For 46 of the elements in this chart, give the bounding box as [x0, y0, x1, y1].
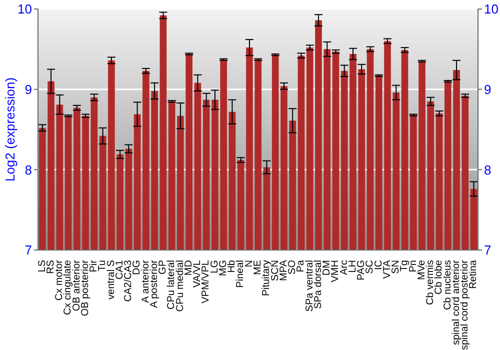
- x-tick-label: SC: [364, 260, 376, 274]
- x-tick-label: LH: [347, 260, 358, 273]
- y-tick-label: 10: [18, 2, 32, 17]
- x-tick-label: MG: [218, 260, 229, 276]
- y2-tick-label: 9: [484, 82, 492, 97]
- x-tick-label: Retina: [468, 260, 480, 289]
- y-tick-label: 9: [24, 82, 32, 97]
- x-tick-label: MVe: [416, 260, 428, 280]
- y-axis-title: Log2 (expression): [2, 77, 18, 182]
- x-tick-label: MPA: [278, 260, 290, 281]
- x-tick-label: Pituitary: [261, 260, 272, 296]
- y2-tick-label: 10: [484, 2, 498, 17]
- x-tick-label: SCN: [270, 260, 281, 282]
- x-tick-label: SPa dorsal: [312, 260, 324, 309]
- x-tick-label: Cx cingulate: [62, 260, 74, 316]
- x-tick-label: N: [244, 260, 255, 268]
- x-tick-label: Arc: [338, 260, 350, 275]
- x-tick-label: VMH: [330, 260, 342, 282]
- x-tick-label: RS: [45, 260, 56, 274]
- x-tick-label: CA1: [114, 260, 126, 280]
- x-tick-label: Cb lobe: [434, 260, 445, 294]
- x-tick-label: OB anterior: [71, 259, 82, 312]
- x-tick-label: Tg: [399, 260, 410, 272]
- y2-tick-label: 7: [484, 242, 492, 258]
- x-tick-label: A posterior: [148, 259, 160, 308]
- x-tick-label: spinal cord posterior: [460, 259, 471, 350]
- x-tick-label: DG: [132, 260, 143, 275]
- x-tick-label: VPM/VPL: [200, 260, 212, 304]
- x-tick-label: VTA: [382, 260, 393, 279]
- x-tick-label: IC: [373, 260, 384, 270]
- x-tick-label: ventral S: [106, 260, 117, 300]
- x-tick-label: Pa: [296, 260, 307, 272]
- x-tick-label: LS: [36, 260, 48, 272]
- x-tick-label: LG: [209, 260, 220, 274]
- x-tick-label: Pn: [408, 260, 419, 272]
- x-tick-label: Cb nucleus: [442, 260, 454, 310]
- y-tick-label: 8: [24, 162, 32, 178]
- x-tick-label: Tu: [97, 260, 108, 272]
- x-tick-label: Pineal: [235, 260, 246, 288]
- x-tick-label: CPu medial: [174, 260, 186, 312]
- y-tick-label: 7: [24, 242, 32, 258]
- x-tick-label: A anterior: [140, 259, 152, 303]
- x-tick-label: spinal cord anterior: [450, 259, 462, 346]
- x-tick-label: OB posterior: [80, 259, 91, 316]
- x-tick-label: ME: [252, 260, 264, 275]
- y2-tick-label: 8: [484, 162, 492, 178]
